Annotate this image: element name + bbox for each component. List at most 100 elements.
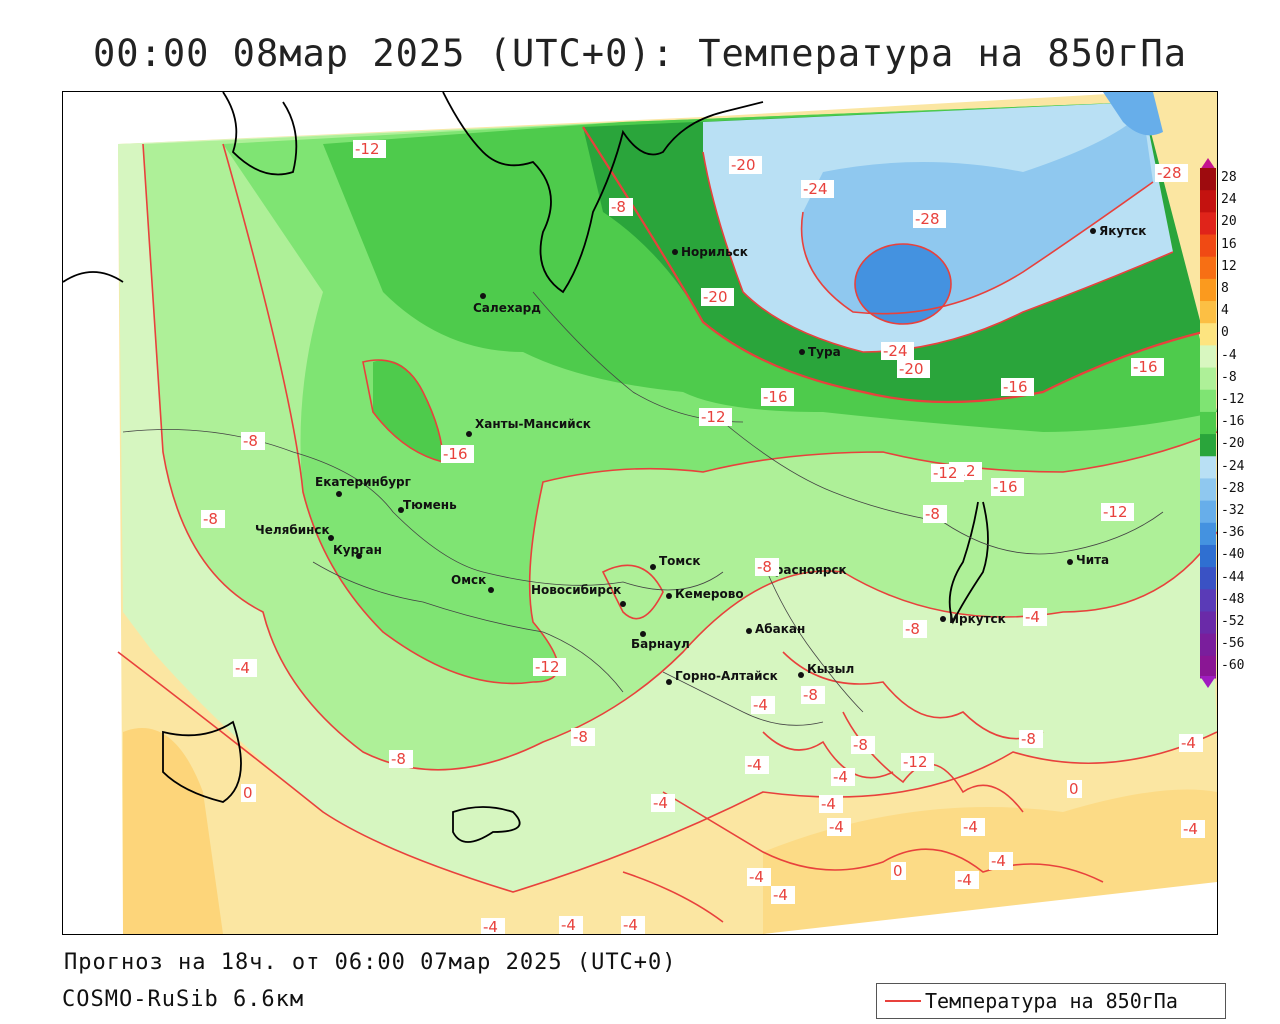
colorbar-swatch [1200,633,1216,657]
isotherm-label-bg [1181,820,1205,838]
city-marker[interactable] [672,249,678,255]
colorbar-tick-label: -52 [1221,614,1245,629]
isotherm-label-bg [621,916,645,934]
city-marker[interactable] [466,431,472,437]
city-marker[interactable] [480,293,486,299]
city-marker[interactable] [746,628,752,634]
isotherm-label-bg [851,736,875,754]
city-marker[interactable] [640,631,646,637]
isotherm-label: -8 [243,432,258,450]
city-marker[interactable] [620,601,626,607]
colorbar-swatch [1200,522,1216,546]
isotherm-label: -4 [1181,734,1196,752]
colorbar-swatch [1200,389,1216,413]
city-marker[interactable] [666,593,672,599]
isotherm-label-bg [897,360,930,378]
colorbar-swatch [1200,345,1216,369]
isotherm-label-bg [881,342,914,360]
colorbar-swatch [1200,212,1216,236]
temperature-colorbar [1200,158,1216,688]
isotherm-label: -4 [821,795,836,813]
colorbar-tick-label: 24 [1221,192,1237,208]
isotherm-label: -16 [443,445,468,463]
colorbar-tick-label: -32 [1221,503,1245,518]
city-marker[interactable] [398,507,404,513]
city-label: Омск [451,573,486,587]
isotherm-label: -20 [703,288,728,306]
isotherm-label-bg [751,696,775,714]
isotherm-label: -4 [1025,608,1040,626]
colorbar-tick-label: -56 [1221,636,1245,652]
isotherm-label: -12 [903,753,928,771]
city-marker[interactable] [336,491,342,497]
city-marker[interactable] [328,535,334,541]
isotherm-label: -8 [803,686,818,704]
isotherm-label-bg [913,210,946,228]
isotherm-label-bg [389,750,413,768]
city-marker[interactable] [488,587,494,593]
city-label: Кемерово [675,587,744,601]
isotherm-label-bg [1179,734,1203,752]
isotherm-label-bg [771,886,795,904]
colorbar-swatch [1200,567,1216,590]
isotherm-label-bg [1067,780,1082,798]
legend-label: Температура на 850гПа [925,989,1178,1013]
colorbar-swatch [1200,589,1216,612]
isotherm-label: -4 [957,871,972,889]
colorbar-swatch [1200,611,1216,635]
colorbar-tick-label: -8 [1221,369,1237,385]
isotherm-label: -24 [883,342,908,360]
colorbar-tick-label: -36 [1221,525,1245,541]
isotherm-label: -28 [1157,164,1182,182]
cold-core [855,244,951,324]
isotherm-label-bg [801,686,825,704]
isotherm-label-bg [1023,608,1047,626]
isotherm-label-bg [901,753,934,771]
isotherm-label-bg [533,658,566,676]
city-label: Якутск [1099,224,1146,238]
isotherm-label-bg [701,288,734,306]
isotherm-label: -4 [833,768,848,786]
colorbar-swatch [1200,500,1216,524]
colorbar-swatch [1200,278,1216,302]
isotherm-label-bg [755,558,779,576]
city-marker[interactable] [666,679,672,685]
isotherm-label: -16 [1133,358,1158,376]
city-marker[interactable] [799,349,805,355]
colorbar-tick-label: -60 [1221,658,1245,674]
isotherm-label: -4 [623,916,638,934]
colorbar-tick-label: 8 [1221,281,1229,296]
city-marker[interactable] [650,564,656,570]
isotherm-label: -4 [483,918,498,934]
isotherm-label: -4 [829,818,844,836]
colorbar-tick-label: -28 [1221,480,1245,496]
cold-corner [1103,92,1163,136]
isotherm-label: -4 [653,794,668,812]
colorbar-swatch [1200,256,1216,280]
temperature-map[interactable]: Норильск Якутск Салехард Тура Ханты-Мансийск… [62,91,1218,935]
isotherm-label-bg [747,868,771,886]
city-label: Ханты-Мансийск [475,417,591,431]
isotherm-label: -8 [925,505,940,523]
city-marker[interactable] [1090,228,1096,234]
colorbar-tick-label: -4 [1221,347,1237,363]
colorbar-swatch [1200,234,1216,258]
isotherm-label: -20 [899,360,924,378]
city-marker[interactable] [798,672,804,678]
city-marker[interactable] [356,553,362,559]
isotherm-label-bg [991,478,1024,496]
city-marker[interactable] [940,616,946,622]
city-marker[interactable] [1067,559,1073,565]
city-label: Барнаул [631,637,690,651]
isotherm-label-bg [651,794,675,812]
colorbar-swatch [1200,478,1216,502]
isotherm-label: -16 [993,478,1018,496]
model-name: COSMO-RuSib 6.6км [62,987,305,1012]
city-label: Абакан [755,622,805,636]
colorbar-tick-label: 16 [1221,236,1237,252]
colorbar-tick-label: 20 [1221,214,1237,230]
isotherm-label: -4 [753,696,768,714]
city-label: Горно-Алтайск [675,669,778,683]
city-label: Салехард [473,301,541,315]
colorbar-swatch [1200,655,1216,679]
